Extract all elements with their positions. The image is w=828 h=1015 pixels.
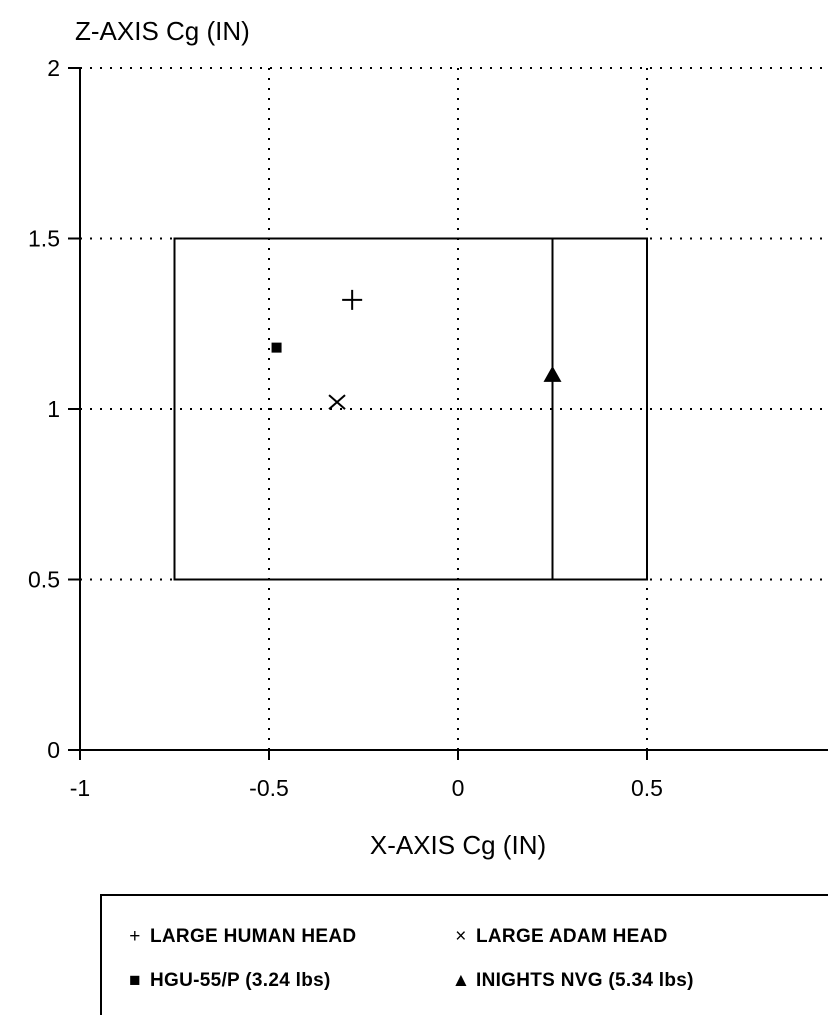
x-marker-icon: × [455,926,467,947]
large-adam-head-point [328,394,346,410]
x-tick-label: -1 [70,775,90,801]
legend-item-inights-nvg: ▲ INIGHTS NVG (5.34 lbs) [450,970,694,992]
plus-marker-icon: + [129,926,141,947]
legend-item-large-human-head: + LARGE HUMAN HEAD [124,926,356,948]
legend-label: LARGE ADAM HEAD [476,926,668,947]
triangle-marker-icon: ▲ [451,970,471,991]
x-tick-label: -0.5 [249,775,289,801]
legend-item-hgu-55p: ■ HGU-55/P (3.24 lbs) [124,970,331,992]
legend-label: INIGHTS NVG (5.34 lbs) [476,970,694,991]
y-tick-label: 1 [47,396,60,422]
square-marker-icon: ■ [129,970,141,991]
legend-item-large-adam-head: × LARGE ADAM HEAD [450,926,668,948]
legend-label: HGU-55/P (3.24 lbs) [150,970,331,991]
x-axis-title: X-AXIS Cg (IN) [370,830,546,860]
y-tick-label: 0.5 [28,567,60,593]
inights-nvg-point [543,365,562,382]
large-human-head-point [342,289,363,310]
y-tick-label: 2 [47,55,60,81]
y-tick-label: 0 [47,737,60,763]
chart-plot: 0 0.5 1 1.5 2 -1 -0.5 0 0.5 Z-AXIS Cg (IN) X-AXIS … [28,16,828,860]
y-tick-label: 1.5 [28,226,60,252]
legend-label: LARGE HUMAN HEAD [150,926,357,947]
x-tick-label: 0 [452,775,465,801]
y-axis-title: Z-AXIS Cg (IN) [75,16,250,46]
cg-envelope [173,237,648,581]
legend: + LARGE HUMAN HEAD × LARGE ADAM HEAD ■ H… [100,894,828,1015]
hgu-55p-point [271,342,282,353]
x-tick-label: 0.5 [631,775,663,801]
